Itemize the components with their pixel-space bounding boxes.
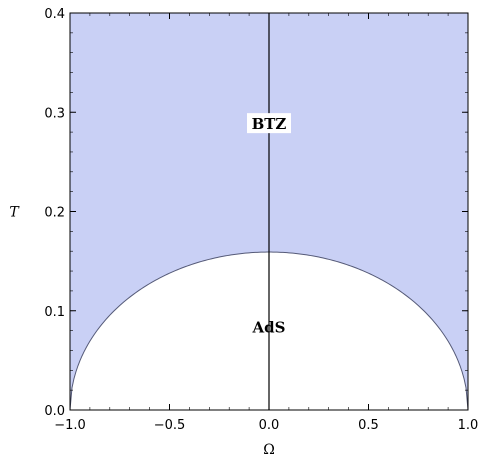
y-tick-label: 0.4 xyxy=(44,7,65,22)
y-tick-label: 0.3 xyxy=(44,106,65,121)
y-tick-label: 0.2 xyxy=(44,206,65,221)
x-tick-label: 1.0 xyxy=(458,418,479,433)
region-label-ads: AdS xyxy=(252,319,286,337)
y-axis-label: T xyxy=(9,205,20,221)
region-label-btz: BTZ xyxy=(252,115,287,133)
x-tick-label: 0.0 xyxy=(259,418,280,433)
y-tick-label: 0.1 xyxy=(44,305,65,320)
x-axis-ticks: −1.0 −0.5 0.0 0.5 1.0 xyxy=(54,13,478,433)
region-labels: BTZ AdS xyxy=(247,113,291,337)
btz-label-background xyxy=(247,113,291,134)
x-tick-label: −0.5 xyxy=(154,418,186,433)
y-tick-label: 0.0 xyxy=(44,404,65,419)
y-axis-ticks: 0.0 0.1 0.2 0.3 0.4 xyxy=(44,7,468,419)
x-tick-label: −1.0 xyxy=(54,418,86,433)
x-axis-label: Ω xyxy=(263,442,275,458)
x-tick-label: 0.5 xyxy=(358,418,379,433)
